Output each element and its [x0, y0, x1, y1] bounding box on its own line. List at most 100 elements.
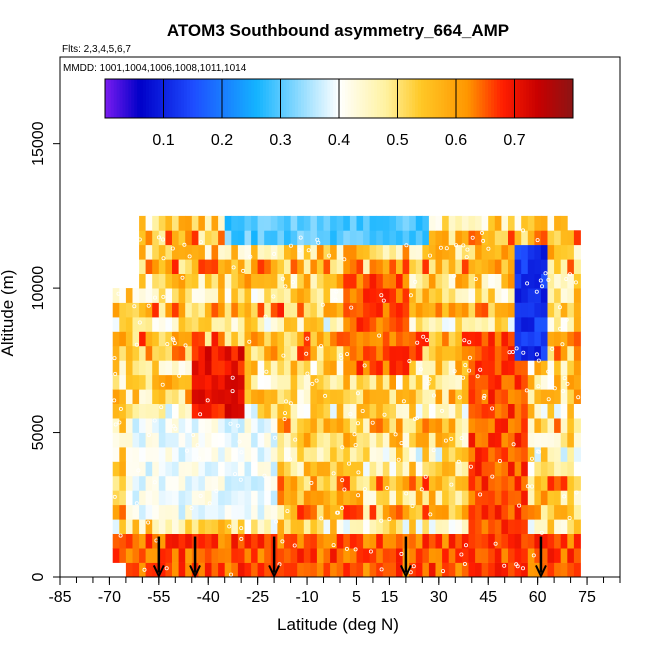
sample-point — [449, 482, 454, 487]
heatmap-cell — [508, 215, 515, 231]
heatmap-cell — [145, 461, 153, 477]
heatmap-cell — [349, 345, 357, 361]
heatmap-cell — [389, 461, 397, 477]
heatmap-cell — [251, 389, 259, 404]
sample-point — [473, 276, 478, 281]
heatmap-cell — [198, 461, 206, 477]
heatmap-cell — [560, 403, 568, 419]
heatmap-cell — [172, 317, 179, 332]
heatmap-cell — [237, 302, 245, 318]
heatmap-cell — [488, 215, 496, 231]
sample-point — [340, 478, 345, 483]
profile-arrow-head — [535, 565, 547, 579]
sample-point — [146, 520, 151, 525]
colorbar-segment — [201, 79, 205, 118]
colorbar-segment — [423, 79, 428, 118]
heatmap-cell — [475, 490, 483, 506]
heatmap-cell — [297, 244, 305, 260]
heatmap-cell — [396, 548, 403, 563]
sample-point — [346, 461, 351, 466]
heatmap-cell — [534, 389, 542, 404]
heatmap-cell — [567, 389, 575, 404]
heatmap-cell — [560, 360, 568, 376]
heatmap-cell — [356, 302, 364, 318]
heatmap-cell — [112, 374, 120, 390]
heatmap-cell — [567, 302, 575, 318]
heatmap-cell — [415, 360, 423, 376]
heatmap-cell — [152, 244, 160, 260]
heatmap-cell — [389, 215, 397, 231]
colorbar-segment — [417, 79, 422, 118]
heatmap-cell — [204, 403, 212, 419]
heatmap-cell — [547, 259, 555, 274]
heatmap-cell — [376, 490, 384, 506]
heatmap-cell — [257, 302, 265, 318]
sample-point — [478, 492, 483, 497]
heatmap-cell — [560, 374, 568, 390]
heatmap-cell — [310, 475, 318, 491]
sample-point — [377, 333, 382, 338]
heatmap-cell — [145, 504, 153, 520]
heatmap-cell — [468, 288, 476, 303]
heatmap-cell — [508, 389, 515, 404]
heatmap-cell — [560, 447, 568, 462]
sample-point — [205, 398, 210, 403]
heatmap-cell — [415, 374, 423, 390]
colorbar-segment — [450, 79, 454, 118]
heatmap-cell — [560, 244, 568, 260]
heatmap-cell — [139, 548, 147, 563]
sample-point — [411, 564, 416, 569]
heatmap-cell — [343, 533, 351, 549]
heatmap-cell — [442, 331, 450, 347]
heatmap-cell — [204, 490, 212, 506]
heatmap-cell — [396, 317, 403, 332]
heatmap-cell — [264, 302, 272, 318]
heatmap-cell — [237, 490, 245, 506]
colorbar-segment — [385, 79, 390, 118]
heatmap-cell — [297, 374, 305, 390]
heatmap-cell — [402, 519, 410, 534]
heatmap-cell — [389, 447, 397, 462]
heatmap-cell — [211, 331, 219, 347]
heatmap-cell — [494, 490, 502, 506]
heatmap-cell — [211, 461, 219, 477]
heatmap-cell — [540, 302, 548, 318]
heatmap-cell — [172, 331, 179, 347]
heatmap-cell — [573, 447, 581, 462]
heatmap-cell — [448, 230, 456, 246]
heatmap-cell — [389, 548, 397, 563]
heatmap-cell — [172, 504, 179, 520]
heatmap-field — [112, 215, 581, 578]
heatmap-cell — [356, 475, 364, 491]
colorbar-segment — [154, 79, 159, 118]
heatmap-cell — [415, 490, 423, 506]
heatmap-cell — [402, 273, 410, 289]
heatmap-cell — [540, 317, 548, 332]
heatmap-cell — [244, 447, 252, 462]
heatmap-cell — [547, 389, 555, 404]
heatmap-cell — [178, 533, 186, 549]
heatmap-cell — [363, 475, 371, 491]
sample-point — [456, 459, 461, 464]
heatmap-cell — [461, 317, 469, 332]
heatmap-cell — [257, 374, 265, 390]
heatmap-cell — [567, 533, 575, 549]
colorbar-segment — [464, 79, 469, 118]
heatmap-cell — [152, 432, 160, 448]
heatmap-cell — [336, 360, 344, 376]
heatmap-cell — [224, 244, 232, 260]
heatmap-cell — [389, 331, 397, 347]
heatmap-cell — [389, 504, 397, 520]
heatmap-cell — [165, 418, 173, 433]
heatmap-cell — [165, 475, 173, 491]
sample-point — [288, 457, 293, 462]
heatmap-cell — [218, 389, 226, 404]
heatmap-cell — [554, 475, 562, 491]
heatmap-cell — [297, 504, 305, 520]
heatmap-cell — [534, 244, 542, 260]
colorbar-segment — [137, 79, 141, 118]
heatmap-cell — [139, 374, 147, 390]
sample-point — [497, 458, 502, 463]
heatmap-cell — [303, 475, 311, 491]
heatmap-cell — [198, 273, 206, 289]
